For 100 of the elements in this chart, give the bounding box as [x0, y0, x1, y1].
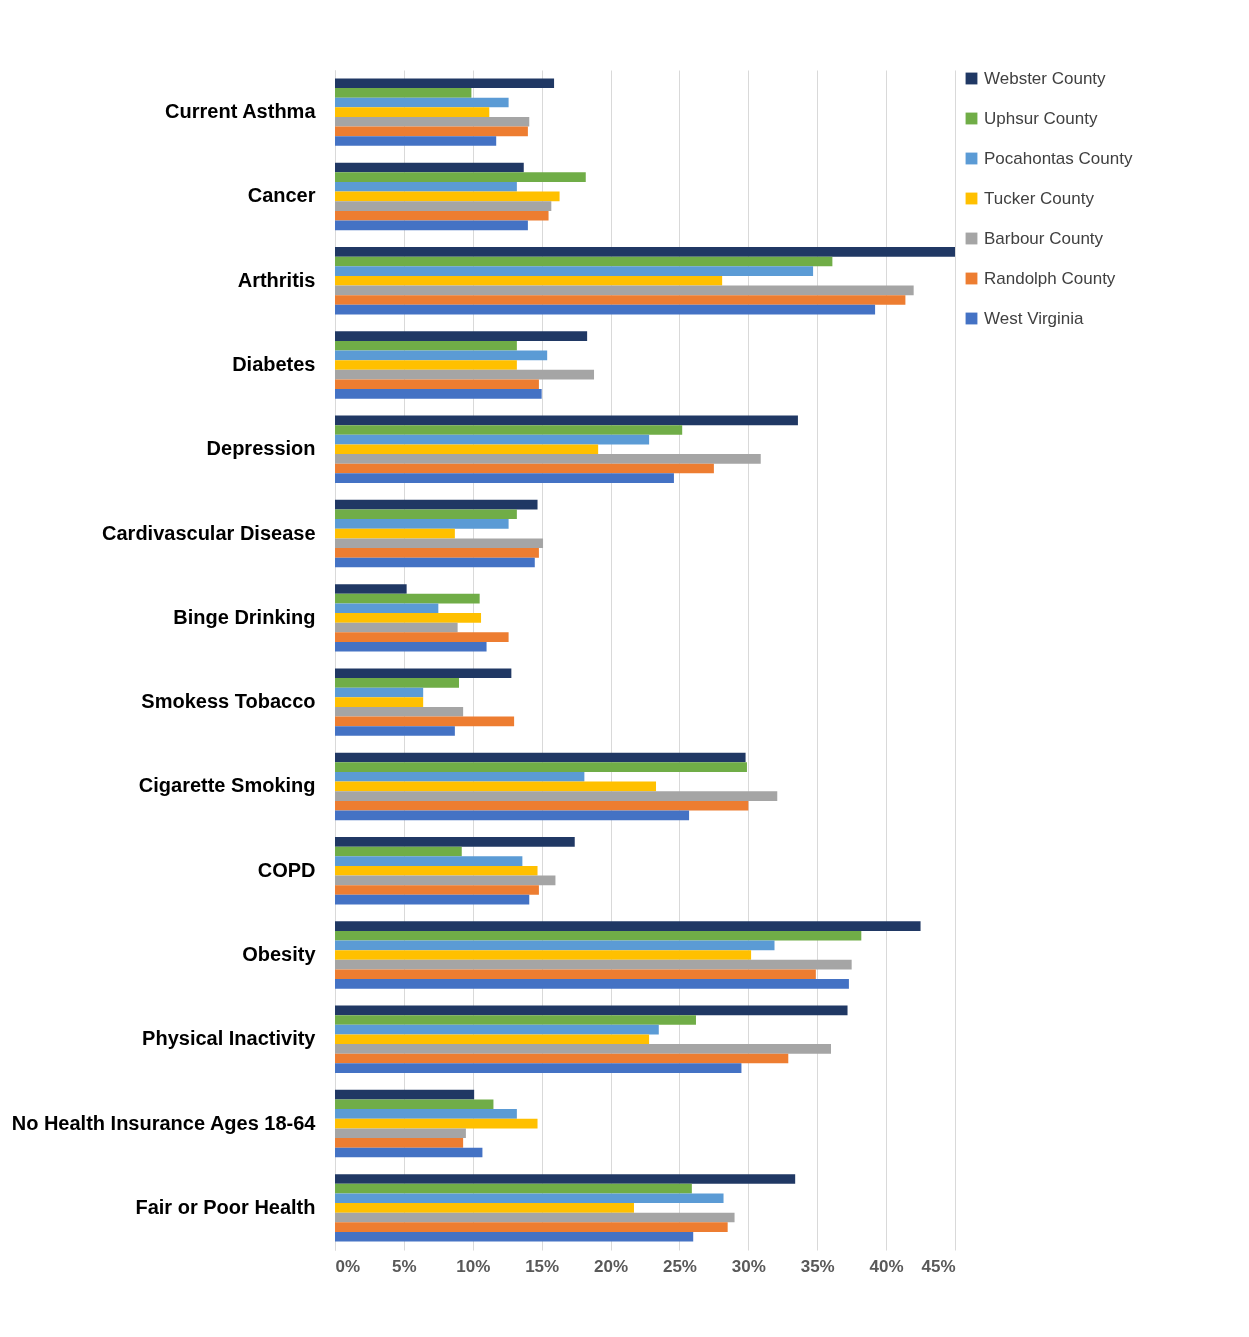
bar [335, 622, 458, 633]
bar [335, 950, 752, 960]
bar [335, 781, 657, 792]
bar [335, 940, 775, 951]
bar [335, 473, 674, 483]
bar [335, 1212, 735, 1223]
bar [335, 463, 714, 474]
legend-label: Uphsur County [984, 108, 1098, 128]
bar [335, 752, 746, 763]
bar [335, 425, 683, 435]
bar [335, 181, 517, 192]
legend-label: Webster County [984, 68, 1107, 88]
bar [335, 499, 538, 510]
bar [335, 1063, 742, 1073]
x-tick-label: 20% [594, 1256, 629, 1276]
y-tick-label: Diabetes [232, 353, 316, 375]
bar [335, 846, 462, 857]
bar [335, 1034, 650, 1045]
x-tick-label: 45% [921, 1256, 956, 1276]
bar [335, 1128, 466, 1139]
bar [335, 678, 459, 688]
bar [335, 162, 524, 173]
bar [335, 350, 548, 361]
bar [335, 548, 539, 558]
legend-label: West Virginia [984, 308, 1085, 328]
bar [335, 340, 517, 351]
y-tick-label: Depression [206, 437, 316, 460]
y-tick-label: Binge Drinking [173, 605, 316, 628]
x-tick-label: 5% [392, 1256, 417, 1276]
bar [335, 210, 549, 221]
bar [335, 1099, 494, 1110]
bar [335, 1193, 724, 1204]
legend-label: Randolph County [984, 268, 1116, 288]
bar [335, 538, 544, 549]
bar [335, 78, 555, 89]
bar [335, 201, 552, 211]
bar [335, 220, 528, 231]
y-tick-label: No Health Insurance Ages 18-64 [11, 1111, 317, 1134]
bar [335, 454, 761, 464]
bar [335, 379, 539, 390]
bar [335, 930, 862, 941]
x-tick-label: 0% [335, 1256, 361, 1276]
bar [335, 509, 517, 520]
bar [335, 1203, 634, 1213]
legend-label: Barbour County [984, 228, 1104, 248]
bar [335, 894, 530, 905]
bar [335, 716, 515, 727]
bar [335, 557, 535, 568]
bar [335, 126, 528, 137]
bar [335, 593, 480, 604]
bar [335, 519, 509, 529]
bar [335, 810, 690, 821]
bar [335, 1089, 475, 1100]
bar [335, 1053, 789, 1064]
bar [335, 706, 464, 717]
x-tick-label: 25% [662, 1256, 697, 1276]
bar [335, 1118, 538, 1129]
bar [335, 415, 798, 426]
bar [335, 1005, 848, 1016]
x-tick-label: 35% [800, 1256, 835, 1276]
bar [335, 369, 595, 380]
bar [335, 668, 512, 679]
bar [335, 1231, 694, 1242]
bar [335, 528, 455, 539]
bar [335, 641, 487, 652]
bar [335, 266, 814, 276]
y-tick-label: Obesity [242, 943, 317, 965]
bar [335, 800, 749, 811]
bar [335, 295, 906, 305]
bar [335, 116, 530, 127]
bar [335, 285, 914, 296]
bar [335, 1109, 517, 1119]
bar [335, 256, 833, 267]
bar [335, 191, 560, 202]
x-tick-label: 15% [525, 1256, 560, 1276]
bar [335, 1183, 692, 1194]
legend-label: Tucker County [984, 188, 1095, 208]
y-tick-label: Physical Inactivity [142, 1027, 317, 1050]
y-tick-label: Current Asthma [165, 100, 317, 123]
bar [335, 88, 472, 98]
bar [335, 1222, 728, 1232]
bar [335, 771, 585, 782]
legend-label: Pocahontas County [984, 148, 1133, 168]
bar [335, 837, 575, 847]
bar [335, 97, 509, 108]
bar [335, 389, 542, 399]
bar [335, 762, 747, 772]
bar [335, 584, 407, 594]
bar [335, 331, 588, 341]
bar [335, 959, 852, 970]
bar [335, 434, 650, 445]
bar [335, 304, 876, 315]
y-tick-label: Smokess Tobacco [141, 690, 316, 713]
bar [335, 632, 509, 642]
bar [335, 856, 523, 866]
bar [335, 697, 424, 707]
bar [335, 969, 816, 980]
bar [335, 875, 556, 886]
y-tick-label: Cigarette Smoking [138, 774, 316, 797]
bar [335, 1024, 659, 1035]
